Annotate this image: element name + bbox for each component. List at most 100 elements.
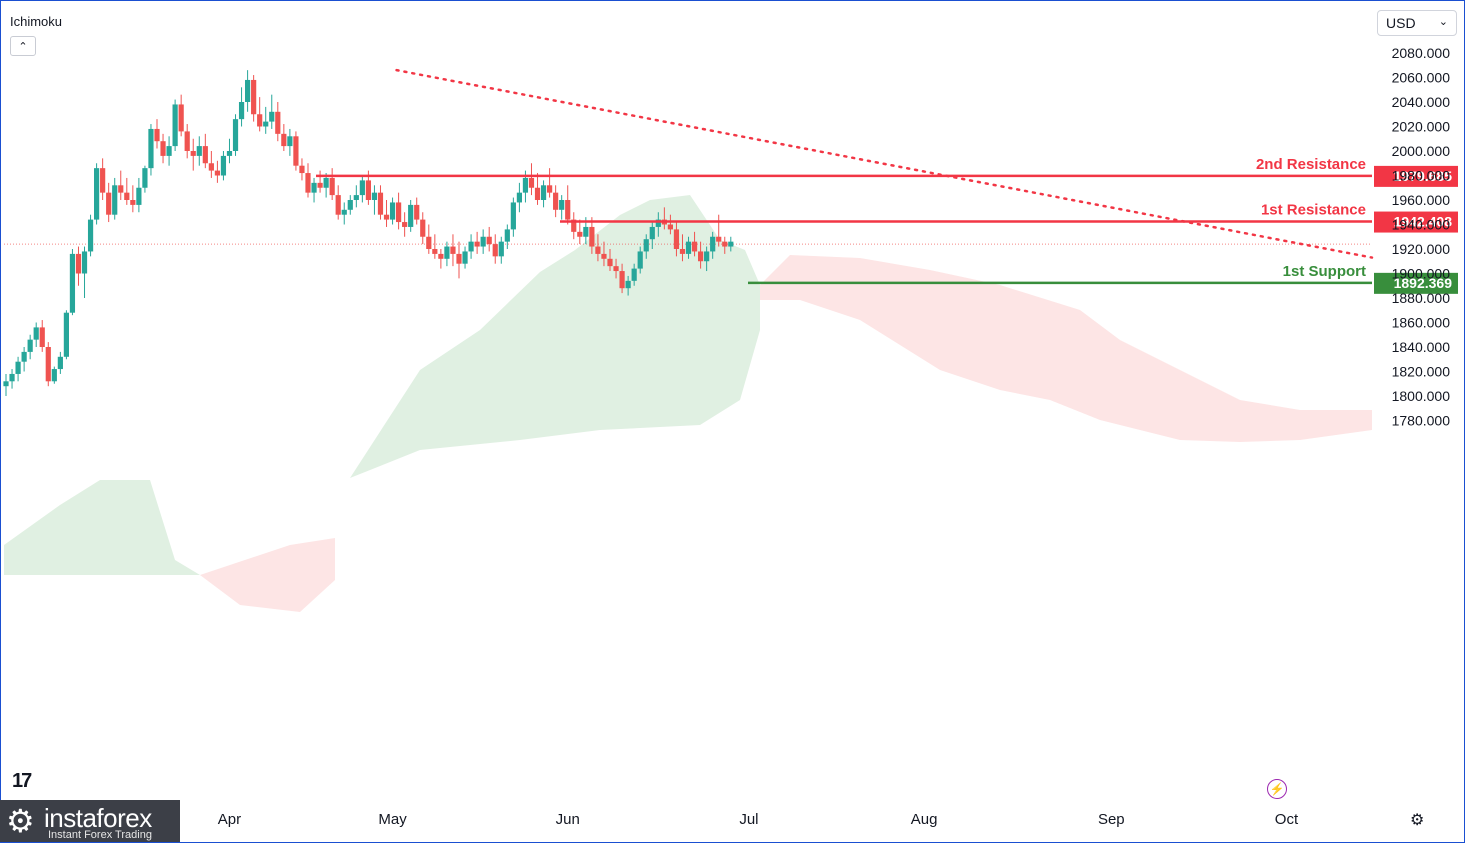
indicator-label: Ichimoku	[10, 14, 63, 29]
level-label: 1st Resistance	[1261, 202, 1366, 219]
candle-body	[245, 79, 251, 102]
candle-body	[691, 241, 698, 252]
y-tick-label: 1840.000	[1392, 339, 1451, 355]
candle-body	[124, 192, 130, 200]
y-tick-label: 1800.000	[1392, 388, 1451, 404]
candle-body	[106, 192, 112, 215]
candle-body	[408, 204, 414, 227]
settings-icon[interactable]: ⚙	[1410, 812, 1425, 829]
candle-body	[335, 195, 341, 215]
candle-body	[142, 168, 148, 188]
candle-body	[685, 241, 692, 254]
candle-body	[329, 177, 335, 196]
ichimoku-cloud-bull-2	[350, 195, 760, 478]
candle-body	[263, 121, 269, 127]
brand-name: instaforex	[44, 803, 152, 833]
chevron-up-icon: ⌃	[18, 41, 28, 53]
x-tick-label: Jul	[739, 811, 758, 828]
candle-body	[492, 244, 498, 257]
candle-body	[130, 200, 136, 205]
candle-body	[94, 168, 100, 220]
candle-body	[160, 141, 166, 156]
candle-body	[371, 192, 378, 200]
x-tick-label: May	[378, 811, 407, 828]
candle-body	[9, 373, 15, 382]
candle-body	[625, 280, 631, 289]
candle-body	[589, 226, 595, 247]
candle-body	[583, 226, 589, 237]
candle-body	[45, 347, 51, 382]
y-tick-label: 1880.000	[1392, 290, 1451, 306]
candle-body	[540, 185, 547, 200]
candle-body	[559, 200, 565, 210]
ichimoku-cloud-bull	[4, 480, 200, 575]
brand-tagline: Instant Forex Trading	[48, 829, 152, 841]
candle-body	[281, 133, 287, 147]
candle-body	[613, 266, 619, 272]
candle-body	[528, 177, 535, 188]
candle-body	[377, 192, 384, 215]
candle-body	[184, 131, 190, 151]
candle-body	[112, 185, 118, 215]
candle-body	[323, 177, 329, 188]
candle-body	[577, 231, 583, 237]
tradingview-logo-icon: 17	[12, 770, 32, 792]
currency-select[interactable]: USD ⌄	[1377, 10, 1457, 36]
y-tick-label: 1780.000	[1392, 413, 1451, 429]
level-label: 2nd Resistance	[1256, 156, 1366, 173]
y-tick-label: 1980.000	[1392, 168, 1451, 184]
candle-body	[154, 128, 160, 142]
candle-body	[474, 241, 480, 247]
level-price-tag	[1374, 272, 1458, 294]
candle-body	[39, 327, 45, 347]
candle-body	[305, 173, 311, 193]
candle-body	[601, 253, 607, 259]
lightning-icon[interactable]: ⚡	[1267, 779, 1287, 799]
candle-body	[414, 204, 420, 220]
brand-watermark: ⚙ instaforex Instant Forex Trading	[0, 800, 180, 842]
candle-body	[637, 251, 643, 269]
candle-body	[534, 187, 541, 200]
candle-body	[33, 327, 39, 340]
candle-body	[220, 155, 227, 176]
level-label: 1st Support	[1283, 263, 1366, 280]
candle-body	[166, 146, 172, 156]
candle-body	[269, 111, 275, 122]
candle-body	[595, 246, 601, 254]
ichimoku-cloud-bear-2	[760, 255, 1372, 442]
candle-body	[619, 271, 625, 289]
candle-body	[69, 253, 76, 313]
candle-body	[389, 202, 396, 220]
candle-body	[311, 182, 317, 193]
candle-body	[136, 187, 142, 205]
candle-body	[468, 241, 474, 252]
x-tick-label: Oct	[1275, 811, 1299, 828]
candle-body	[607, 258, 613, 267]
candle-body	[202, 146, 208, 164]
candle-body	[81, 251, 88, 274]
candle-body	[287, 136, 293, 147]
y-tick-label: 1900.000	[1392, 266, 1451, 282]
candle-body	[100, 168, 106, 193]
candle-body	[679, 249, 686, 254]
candle-body	[486, 236, 492, 245]
candle-body	[722, 241, 728, 247]
candle-body	[299, 165, 305, 174]
candle-body	[547, 185, 553, 193]
candle-body	[87, 219, 94, 252]
collapse-indicator-button[interactable]: ⌃	[10, 36, 36, 56]
candle-body	[15, 361, 21, 374]
candle-body	[353, 195, 359, 200]
candle-body	[57, 356, 63, 370]
currency-value: USD	[1386, 15, 1416, 31]
candle-body	[275, 111, 281, 134]
candle-body	[190, 151, 196, 156]
y-tick-label: 1960.000	[1392, 192, 1451, 208]
y-tick-label: 1920.000	[1392, 241, 1451, 257]
candle-body	[347, 200, 353, 210]
candle-body	[522, 177, 529, 193]
candle-body	[426, 236, 432, 249]
candle-body	[553, 192, 559, 210]
